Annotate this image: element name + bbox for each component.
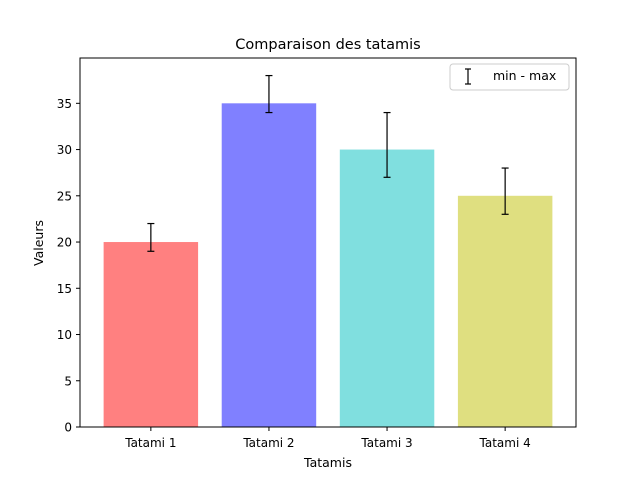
x-tick-label: Tatami 1 xyxy=(124,436,176,450)
legend-label: min - max xyxy=(493,68,556,83)
y-axis-label: Valeurs xyxy=(31,220,46,266)
bar-1 xyxy=(103,242,199,427)
y-tick-label: 5 xyxy=(64,374,72,388)
y-tick-label: 0 xyxy=(64,421,72,435)
bar-3 xyxy=(339,149,435,427)
legend-errorbar-icon xyxy=(465,68,471,85)
x-axis: Tatami 1 Tatami 2 Tatami 3 Tatami 4 xyxy=(124,427,531,450)
y-tick-label: 25 xyxy=(57,189,72,203)
x-axis-label: Tatamis xyxy=(303,455,352,470)
chart-title: Comparaison des tatamis xyxy=(235,37,420,53)
y-axis: 0 5 10 15 20 25 30 35 xyxy=(57,97,80,435)
legend: min - max xyxy=(449,63,570,91)
y-tick-label: 10 xyxy=(57,328,72,342)
bar-4 xyxy=(457,195,553,427)
errorbar-4 xyxy=(501,167,509,215)
bar-2 xyxy=(221,103,317,427)
legend-box xyxy=(449,63,570,91)
x-tick-label: Tatami 3 xyxy=(360,436,412,450)
y-tick-label: 35 xyxy=(57,97,72,111)
errorbar-2 xyxy=(265,74,273,114)
x-tick-label: Tatami 2 xyxy=(242,436,294,450)
y-tick-label: 30 xyxy=(57,143,72,157)
errorbars-layer xyxy=(147,74,509,252)
y-tick-label: 20 xyxy=(57,236,72,250)
errorbar-3 xyxy=(383,111,391,178)
bars-layer xyxy=(103,103,553,427)
errorbar-1 xyxy=(147,222,155,252)
x-tick-label: Tatami 4 xyxy=(479,436,531,450)
y-tick-label: 15 xyxy=(57,282,72,296)
